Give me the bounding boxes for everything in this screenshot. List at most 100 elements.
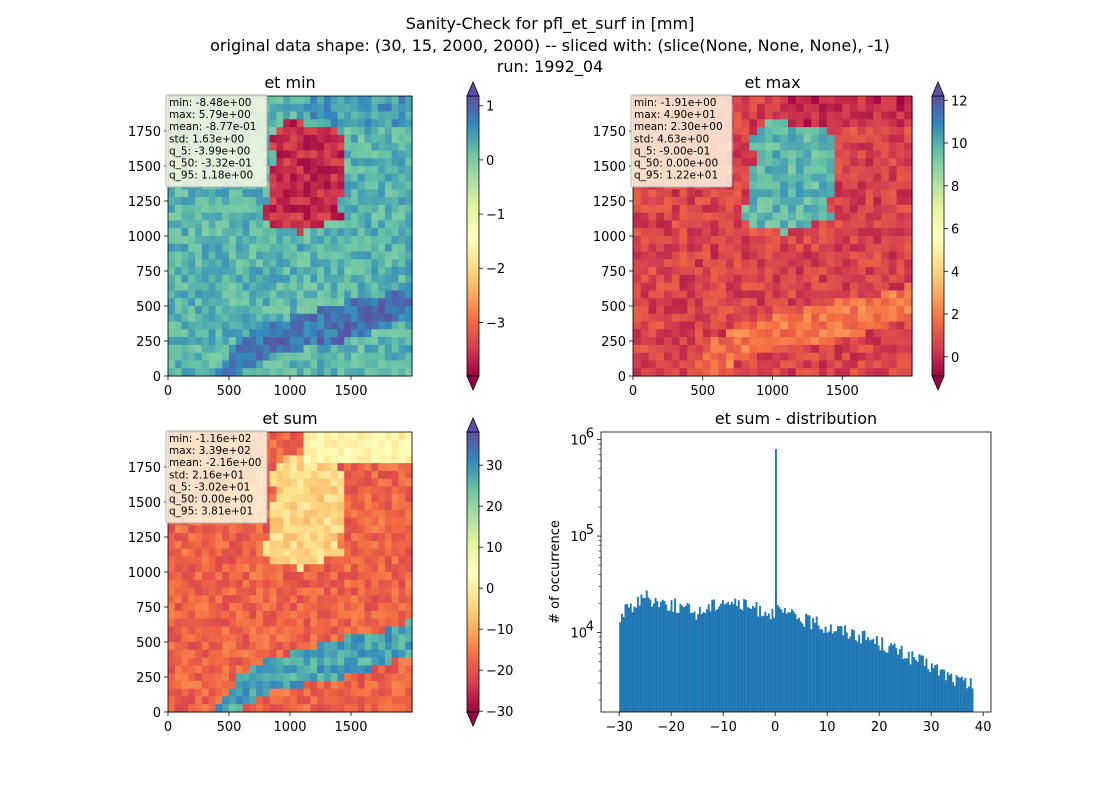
heatmap-cell xyxy=(229,267,237,276)
heatmap-cell xyxy=(283,181,291,190)
heatmap-cell xyxy=(391,103,400,113)
colorbar-extend-min xyxy=(931,375,945,392)
heatmap-cell xyxy=(398,463,406,472)
heatmap-cell xyxy=(201,688,210,698)
heatmap-cell xyxy=(741,181,750,190)
heatmap-cell xyxy=(780,251,789,260)
heatmap-cell xyxy=(208,587,217,596)
heatmap-cell xyxy=(904,158,913,167)
heatmap-cell xyxy=(857,103,867,113)
heatmap-cell xyxy=(702,360,712,369)
heatmap-cell xyxy=(296,533,305,542)
heatmap-cell xyxy=(310,119,318,128)
heatmap-cell xyxy=(208,306,217,315)
heatmap-cell xyxy=(351,540,359,550)
heatmap-cell xyxy=(780,103,789,113)
heatmap-cell xyxy=(850,290,859,299)
heatmap-cell xyxy=(398,212,406,222)
heatmap-cell xyxy=(405,517,413,526)
histogram-bar xyxy=(690,613,692,712)
heatmap-cell xyxy=(181,564,189,573)
heatmap-cell xyxy=(310,634,318,643)
colorbar-extend-max xyxy=(931,80,945,97)
heatmap-cell xyxy=(208,251,217,260)
heatmap-cell xyxy=(222,673,230,682)
heatmap-cell xyxy=(208,634,217,643)
heatmap-cell xyxy=(904,236,913,245)
heatmap-cell xyxy=(351,181,359,190)
colorbar-extend-max xyxy=(466,80,480,97)
heatmap-cell xyxy=(262,618,271,628)
heatmap-cell xyxy=(276,236,284,245)
heatmap-cell xyxy=(405,204,413,214)
heatmap-cell xyxy=(842,344,851,354)
heatmap-cell xyxy=(633,220,642,229)
heatmap-cell xyxy=(687,306,696,315)
heatmap-cell xyxy=(679,368,688,377)
heatmap-cell xyxy=(656,228,665,237)
x-tick-label: 1000 xyxy=(273,720,306,735)
heatmap-cell xyxy=(181,306,189,315)
heatmap-cell xyxy=(391,502,400,511)
heatmap-cell xyxy=(391,595,400,604)
heatmap-cell xyxy=(811,274,820,284)
heatmap-cell xyxy=(276,618,284,628)
y-tick-label: 1000 xyxy=(593,230,626,245)
y-tick-label: 10 xyxy=(570,627,587,642)
heatmap-cell xyxy=(378,111,386,120)
heatmap-cell xyxy=(323,134,332,144)
y-tick-label: 1000 xyxy=(128,230,161,245)
heatmap-cell xyxy=(364,587,372,596)
heatmap-cell xyxy=(351,618,359,628)
heatmap-cell xyxy=(364,610,372,620)
heatmap-cell xyxy=(229,603,237,612)
heatmap-cell xyxy=(235,634,244,643)
heatmap-cell xyxy=(351,321,359,330)
heatmap-cell xyxy=(330,189,339,198)
heatmap-cell xyxy=(296,579,305,589)
heatmap-cell xyxy=(323,478,332,488)
heatmap-cell xyxy=(296,360,305,369)
heatmap-cell xyxy=(834,352,843,362)
heatmap-cell xyxy=(826,259,836,268)
heatmap-cell xyxy=(405,267,413,276)
heatmap-cell xyxy=(780,197,789,206)
heatmap-cell xyxy=(208,321,217,330)
histogram-bar xyxy=(728,604,731,712)
heatmap-cell xyxy=(764,166,774,175)
heatmap-cell xyxy=(290,447,298,456)
heatmap-cell xyxy=(378,96,386,105)
heatmap-cell xyxy=(303,197,311,206)
heatmap-cell xyxy=(384,150,393,159)
heatmap-cell xyxy=(168,236,176,245)
heatmap-cell xyxy=(181,595,189,604)
heatmap-cell xyxy=(283,470,291,480)
heatmap-cell xyxy=(364,313,372,323)
heatmap-cell xyxy=(398,220,406,229)
heatmap-cell xyxy=(351,642,359,651)
heatmap-cell xyxy=(222,267,230,276)
heatmap-cell xyxy=(733,111,743,120)
heatmap-cell xyxy=(201,556,210,565)
heatmap-cell xyxy=(262,212,271,222)
heatmap-cell xyxy=(276,579,284,589)
heatmap-cell xyxy=(364,626,372,635)
heatmap-cell xyxy=(904,298,913,307)
heatmap-cell xyxy=(656,329,665,338)
colorbar-tick-label: 30 xyxy=(486,459,503,474)
heatmap-cell xyxy=(896,267,905,276)
heatmap-cell xyxy=(384,360,393,369)
heatmap-cell xyxy=(364,274,372,284)
heatmap-cell xyxy=(398,267,406,276)
heatmap-cell xyxy=(262,243,271,253)
heatmap-cell xyxy=(337,127,345,136)
heatmap-cell xyxy=(235,618,244,628)
heatmap-cell xyxy=(364,204,372,214)
heatmap-cell xyxy=(290,478,298,488)
heatmap-cell xyxy=(344,455,352,464)
heatmap-cell xyxy=(371,127,379,136)
heatmap-cell xyxy=(405,432,413,441)
heatmap-cell xyxy=(181,337,189,346)
heatmap-cell xyxy=(679,344,688,354)
histogram-bar xyxy=(902,658,905,712)
